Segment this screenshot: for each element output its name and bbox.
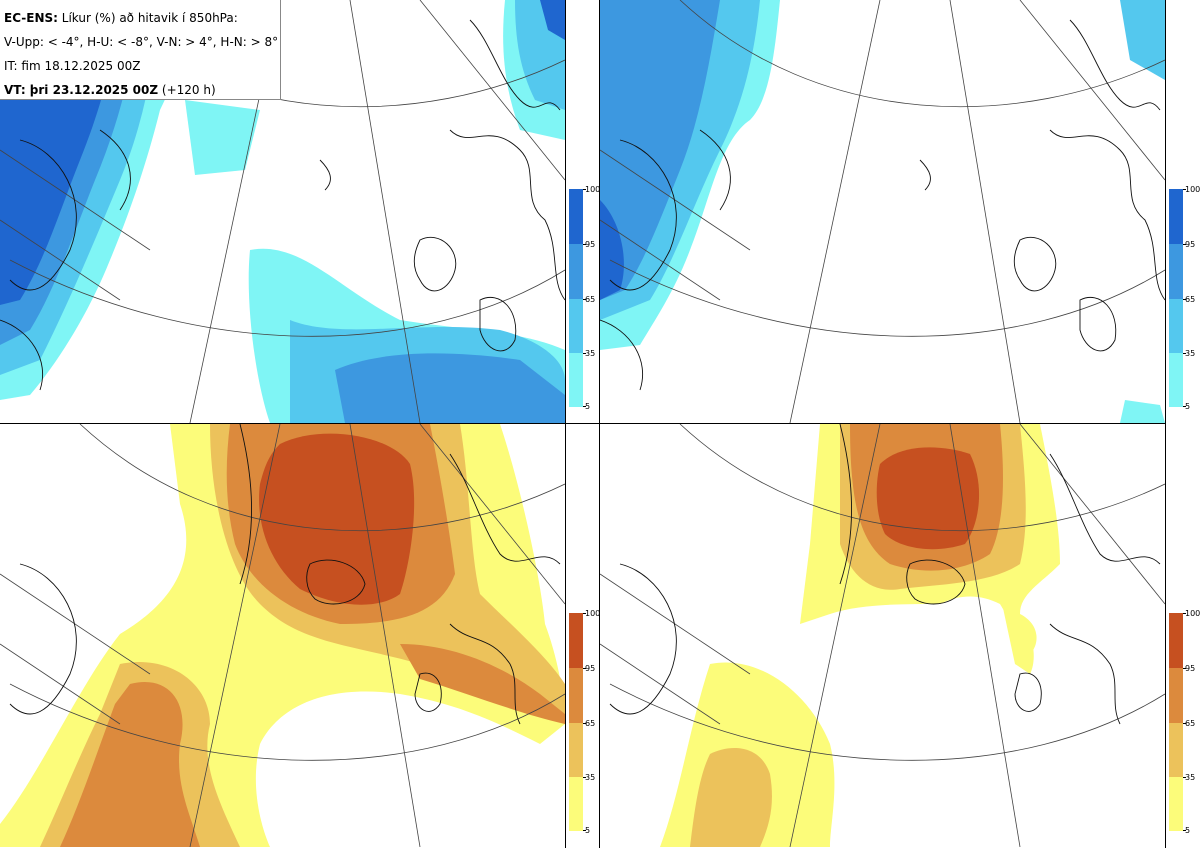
panel-warm-weak-map xyxy=(0,424,565,847)
tick-label: 35 xyxy=(1185,773,1196,782)
tick-label: 95 xyxy=(1185,240,1196,249)
panel-divider-horizontal xyxy=(0,423,1165,424)
forecast-info-box: EC-ENS: Líkur (%) að hitavik í 850hPa: V… xyxy=(0,0,281,100)
tick-label: 65 xyxy=(1185,295,1196,304)
tick-label: 35 xyxy=(1185,349,1196,358)
tick-label: 95 xyxy=(585,240,596,249)
header-line-2: V-Upp: < -4°, H-U: < -8°, V-N: > 4°, H-N… xyxy=(4,35,279,49)
warm-prob-95-strong xyxy=(876,447,980,550)
panel-cold-strong-map xyxy=(600,0,1165,423)
colorbar-warm-left: 100 95 65 35 5 xyxy=(569,610,600,835)
header-line-4: VT: þri 23.12.2025 00Z (+120 h) xyxy=(4,83,216,97)
colorbar-cold-left: 100 95 65 35 5 xyxy=(569,186,600,411)
tick-label: 65 xyxy=(1185,719,1196,728)
panel-warm-strong-map xyxy=(600,424,1165,847)
tick-label: 95 xyxy=(1185,664,1196,673)
header-line-3: IT: fim 18.12.2025 00Z xyxy=(4,59,141,73)
tick-label: 35 xyxy=(585,349,596,358)
tick-label: 5 xyxy=(1185,402,1191,411)
panel-divider-left xyxy=(565,0,566,848)
tick-label: 5 xyxy=(585,402,591,411)
tick-label: 65 xyxy=(585,719,596,728)
tick-label: 100 xyxy=(1185,609,1200,618)
tick-label: 5 xyxy=(585,826,591,835)
panel-divider-mid xyxy=(599,0,600,848)
tick-label: 95 xyxy=(585,664,596,673)
tick-label: 100 xyxy=(1185,185,1200,194)
tick-label: 35 xyxy=(585,773,596,782)
tick-label: 5 xyxy=(1185,826,1191,835)
tick-label: 65 xyxy=(585,295,596,304)
tick-label: 100 xyxy=(585,185,601,194)
panel-divider-right xyxy=(1165,0,1166,848)
tick-label: 100 xyxy=(585,609,601,618)
colorbar-warm-right: 100 95 65 35 5 xyxy=(1169,610,1200,835)
header-line-1: EC-ENS: Líkur (%) að hitavik í 850hPa: xyxy=(4,11,238,25)
warm-prob-95 xyxy=(259,433,415,605)
colorbar-cold-right: 100 95 65 35 5 xyxy=(1169,186,1200,411)
